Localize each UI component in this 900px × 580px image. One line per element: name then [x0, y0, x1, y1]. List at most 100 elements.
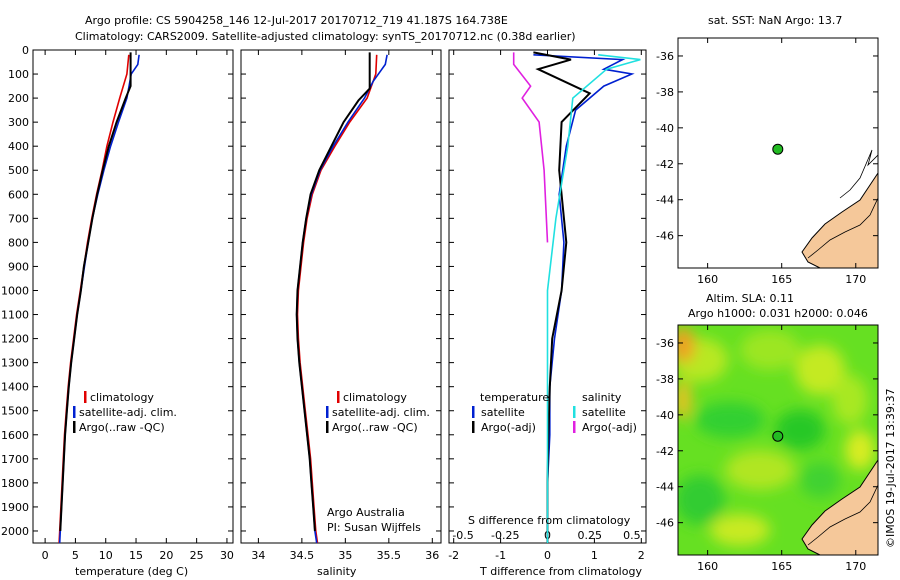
- depth-tick-label: 100: [8, 68, 29, 81]
- temperature-x-axis: 0 5 10 15 20 25 30: [42, 50, 234, 562]
- x-tick-label: 34.5: [290, 549, 315, 562]
- salinity-x-axis: 34 34.5 35 35.5 36: [251, 50, 439, 562]
- figure-title-line2: Climatology: CARS2009. Satellite-adjuste…: [75, 30, 576, 43]
- sla-map-title-line1: Altim. SLA: 0.11: [706, 292, 794, 305]
- lon-tick-label: 170: [845, 560, 866, 573]
- legend-argo: Argo(..raw -QC): [79, 421, 165, 434]
- coastline-outline: [807, 197, 878, 259]
- lat-tick-label: -40: [656, 409, 674, 422]
- s-tick-label: -0.25: [491, 529, 519, 542]
- argo-credit: Argo Australia: [327, 506, 405, 519]
- s-tick-label: -0.5: [452, 529, 473, 542]
- south-island-land: [801, 459, 878, 555]
- depth-tick-label: 1900: [1, 501, 29, 514]
- legend-t-satellite: satellite: [481, 406, 525, 419]
- depth-tick-label: 1800: [1, 477, 29, 490]
- lon-tick-label: 165: [771, 560, 792, 573]
- series-line-argo-raw-qc-: [295, 52, 371, 532]
- pi-credit: PI: Susan Wijffels: [327, 521, 421, 534]
- salinity-panel: [240, 49, 442, 544]
- x-tick-label: 2: [638, 549, 645, 562]
- lon-tick-label: 165: [771, 273, 792, 286]
- lat-tick-label: -44: [656, 481, 674, 494]
- sst-map: [678, 38, 878, 268]
- imos-credit: ©IMOS 19-Jul-2017 13:39:37: [884, 388, 897, 548]
- series-line-argo-raw-qc-: [59, 52, 132, 532]
- x-tick-label: 1: [591, 549, 598, 562]
- legend-argo: Argo(..raw -QC): [332, 421, 418, 434]
- depth-tick-label: 300: [8, 116, 29, 129]
- legend-header-temperature: temperature: [480, 391, 549, 404]
- x-tick-label: 5: [72, 549, 79, 562]
- depth-tick-label: 700: [8, 212, 29, 225]
- sst-map-title: sat. SST: NaN Argo: 13.7: [708, 14, 842, 27]
- depth-tick-label: 0: [22, 44, 29, 57]
- legend-s-satellite: satellite: [582, 406, 626, 419]
- x-tick-label: 35.5: [377, 549, 402, 562]
- legend-climatology: climatology: [90, 391, 154, 404]
- argo-position-marker: [772, 430, 784, 442]
- lat-tick-label: -40: [656, 122, 674, 135]
- depth-tick-label: 800: [8, 236, 29, 249]
- legend-swatch-argo: [326, 421, 329, 433]
- lon-tick-label: 170: [845, 273, 866, 286]
- legend-swatch-climatology: [84, 391, 87, 403]
- x-tick-label: 0: [544, 549, 551, 562]
- lat-tick-label: -36: [656, 50, 674, 63]
- depth-tick-label: 1100: [1, 309, 29, 322]
- x-tick-label: 34: [251, 549, 265, 562]
- series-line-climatology: [58, 54, 130, 543]
- legend-swatch-satellite: [73, 406, 76, 418]
- sla-map-title-line2: Argo h1000: 0.031 h2000: 0.046: [688, 307, 868, 320]
- series-line-satellite-adj-clim-: [58, 54, 140, 543]
- depth-tick-label: 2000: [1, 525, 29, 538]
- x-tick-label: -2: [448, 549, 459, 562]
- sla-map-axes: -36 -38 -40 -42 -44 -46 160 165 170: [656, 325, 878, 573]
- legend-swatch-s-satellite: [573, 406, 576, 418]
- x-tick-label: 36: [425, 549, 439, 562]
- salinity-axis-label: salinity: [317, 565, 357, 578]
- s-tick-label: 0.25: [577, 529, 602, 542]
- depth-tick-label: 200: [8, 92, 29, 105]
- depth-tick-label: 1000: [1, 284, 29, 297]
- depth-tick-label: 400: [8, 140, 29, 153]
- salinity-series: [295, 52, 388, 543]
- depth-axis: 0 100 200 300 400 500 600 700 800 900 1000 1100 1200…: [1, 44, 38, 538]
- depth-tick-label: 600: [8, 188, 29, 201]
- legend-header-salinity: salinity: [582, 391, 622, 404]
- lat-tick-label: -46: [656, 230, 674, 243]
- x-tick-label: 15: [129, 549, 143, 562]
- legend-swatch-satellite: [326, 406, 329, 418]
- series-line-climatology: [296, 54, 378, 543]
- lat-tick-label: -46: [656, 517, 674, 530]
- depth-tick-label: 1300: [1, 357, 29, 370]
- series-line-s-argo-adj-: [512, 52, 549, 243]
- depth-tick-label: 1600: [1, 429, 29, 442]
- sla-field-pattern: [678, 327, 875, 546]
- legend-swatch-t-argo: [472, 421, 475, 433]
- depth-tick-label: 1500: [1, 405, 29, 418]
- depth-tick-label: 1400: [1, 381, 29, 394]
- legend-swatch-climatology: [337, 391, 340, 403]
- x-tick-label: 25: [190, 549, 204, 562]
- lat-tick-label: -42: [656, 445, 674, 458]
- sla-map: [678, 325, 878, 555]
- sst-map-frame: [677, 37, 879, 269]
- south-island-land: [801, 172, 878, 268]
- lat-tick-label: -38: [656, 373, 674, 386]
- sst-map-axes: -36 -38 -40 -42 -44 -46 160 165 170: [656, 38, 878, 286]
- legend-swatch-argo: [73, 421, 76, 433]
- series-line-s-satellite: [546, 54, 641, 543]
- salinity-legend: climatology satellite-adj. clim. Argo(..…: [326, 391, 430, 534]
- temperature-legend: climatology satellite-adj. clim. Argo(..…: [73, 391, 177, 434]
- legend-swatch-s-argo: [573, 421, 576, 433]
- lat-tick-label: -42: [656, 158, 674, 171]
- lat-tick-label: -44: [656, 194, 674, 207]
- figure-title-line1: Argo profile: CS 5904258_146 12-Jul-2017…: [85, 14, 508, 27]
- difference-series: [512, 51, 641, 543]
- legend-t-argo: Argo(-adj): [481, 421, 536, 434]
- coastline-outline: [807, 484, 878, 546]
- lat-tick-label: -38: [656, 86, 674, 99]
- depth-tick-label: 1700: [1, 453, 29, 466]
